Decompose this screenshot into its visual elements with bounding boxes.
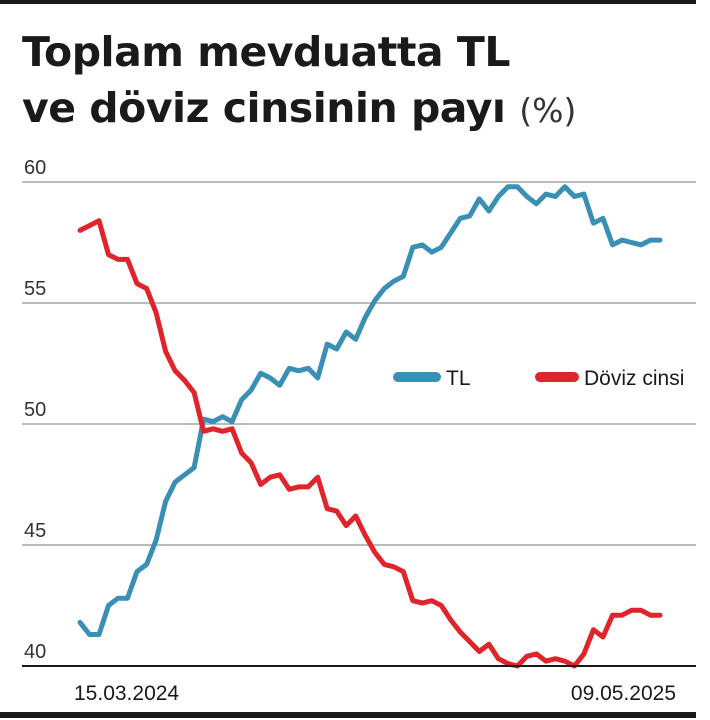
legend: TL Döviz cinsi — [393, 367, 684, 390]
legend-label-doviz: Döviz cinsi — [584, 367, 684, 390]
y-tick-label: 55 — [24, 278, 46, 300]
y-tick-label: 40 — [24, 641, 46, 663]
top-rule — [0, 0, 696, 4]
chart-title-line1: Toplam mevduatta TL — [22, 28, 510, 76]
chart-title-line2-wrap: ve döviz cinsinin payı (%) — [22, 80, 692, 139]
chart-title: Toplam mevduatta TL ve döviz cinsinin pa… — [22, 24, 692, 139]
y-tick-label: 60 — [24, 157, 46, 179]
chart-title-line2: ve döviz cinsinin payı — [22, 84, 506, 132]
bottom-rule — [0, 712, 696, 718]
y-tick-label: 45 — [24, 520, 46, 542]
y-axis-ticks: 60 55 50 45 40 — [24, 157, 46, 663]
series-line-tl — [77, 184, 663, 637]
gridlines — [22, 181, 696, 546]
x-start-label: 15.03.2024 — [74, 682, 179, 705]
series-line-doviz — [77, 218, 663, 669]
x-end-label: 09.05.2025 — [571, 682, 676, 705]
chart-title-unit: (%) — [519, 91, 577, 130]
series-lines — [77, 184, 663, 669]
y-tick-label: 50 — [24, 399, 46, 421]
legend-label-tl: TL — [446, 367, 471, 390]
